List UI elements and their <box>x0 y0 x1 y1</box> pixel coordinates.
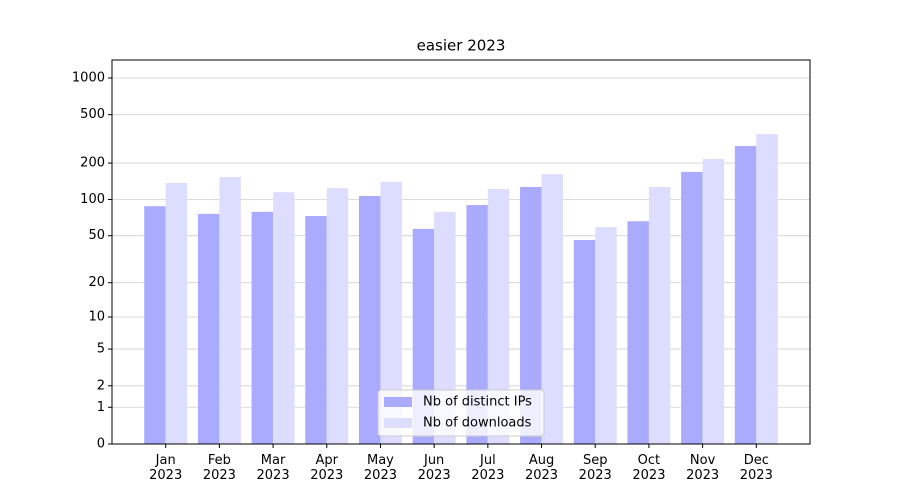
y-tick-label: 200 <box>80 156 105 171</box>
bar <box>627 221 649 444</box>
x-tick-label: Jun 2023 <box>417 453 451 483</box>
bar <box>756 134 778 445</box>
legend-box <box>377 389 545 437</box>
legend-label: Nb of downloads <box>423 416 532 431</box>
bar <box>681 171 703 444</box>
bar <box>380 181 402 444</box>
bar <box>197 213 220 444</box>
y-tick-label: 2 <box>97 378 105 393</box>
y-tick-label: 500 <box>80 107 105 122</box>
legend-swatch <box>384 418 412 428</box>
x-tick-label: Feb 2023 <box>202 453 236 483</box>
bar <box>573 240 596 444</box>
bar <box>520 186 542 444</box>
x-tick-label: May 2023 <box>363 453 397 483</box>
chart-title: easier 2023 <box>417 37 506 55</box>
bar <box>648 186 671 444</box>
y-tick-label: 1 <box>97 400 105 415</box>
x-tick-label: Dec 2023 <box>739 453 773 483</box>
bar <box>305 215 327 444</box>
legend: Nb of distinct IPs Nb of downloads <box>377 389 545 437</box>
bar <box>358 195 381 444</box>
bar <box>251 211 274 444</box>
y-tick-label: 5 <box>97 342 105 357</box>
legend-swatch <box>384 397 412 407</box>
y-tick-label: 1000 <box>72 70 105 85</box>
plot-frame <box>111 59 811 445</box>
bar <box>595 227 617 444</box>
x-tick-label: Apr 2023 <box>310 453 344 483</box>
bar <box>702 158 725 445</box>
bar <box>219 177 241 444</box>
legend-label: Nb of distinct IPs <box>423 395 532 410</box>
x-tick-label: Jan 2023 <box>149 453 183 483</box>
bar <box>165 182 188 444</box>
x-tick-label: Nov 2023 <box>686 453 720 483</box>
x-tick-label: Mar 2023 <box>256 453 290 483</box>
y-tick-label: 20 <box>88 275 105 290</box>
bar <box>466 205 488 444</box>
x-tick-label: Aug 2023 <box>524 453 559 483</box>
bar <box>273 192 295 444</box>
y-tick-label: 50 <box>88 228 105 243</box>
bar <box>487 189 510 444</box>
y-tick-label: 10 <box>88 309 105 324</box>
y-tick-label: 100 <box>80 192 105 207</box>
bar <box>541 174 564 445</box>
bar <box>326 188 349 444</box>
bar <box>734 146 757 445</box>
x-tick-label: Sep 2023 <box>578 453 612 483</box>
bar <box>144 206 166 444</box>
x-tick-label: Oct 2023 <box>632 453 666 483</box>
y-tick-label: 0 <box>97 437 105 452</box>
x-tick-label: Jul 2023 <box>471 453 505 483</box>
bar <box>434 211 456 444</box>
